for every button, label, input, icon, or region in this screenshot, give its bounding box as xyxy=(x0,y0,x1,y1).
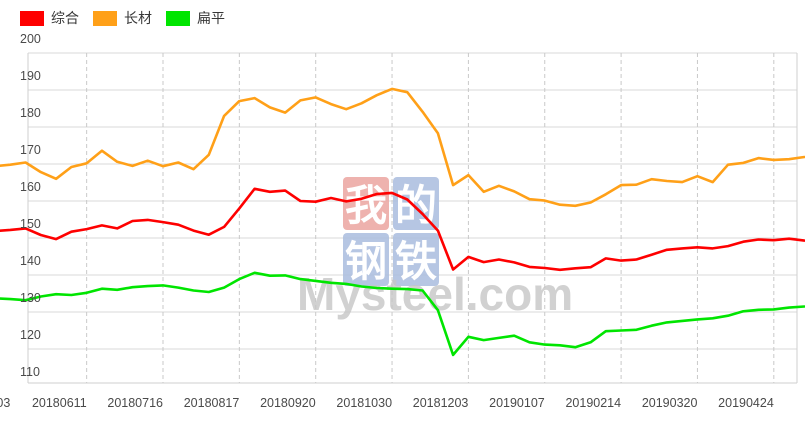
watermark-mysteel-text: Mysteel.com xyxy=(297,268,573,320)
chart-legend: 综合 长材 扁平 xyxy=(20,10,239,27)
series-line-long-products xyxy=(0,87,805,208)
x-axis-label: 20180503 xyxy=(0,396,10,410)
watermark-block xyxy=(343,233,389,286)
x-axis-label: 20180716 xyxy=(107,396,163,410)
x-axis-label: 20190214 xyxy=(565,396,621,410)
y-axis-label: 180 xyxy=(20,106,41,120)
legend-swatch-icon xyxy=(93,11,117,26)
x-axis-label: 20180611 xyxy=(32,396,87,410)
series-line-flat-products xyxy=(0,271,805,357)
y-axis-label: 130 xyxy=(20,291,41,305)
watermark-block xyxy=(393,177,439,230)
legend-swatch-icon xyxy=(20,11,44,26)
y-axis-label: 150 xyxy=(20,217,41,231)
watermark-block-char: 钢 xyxy=(345,237,387,286)
y-axis-label: 170 xyxy=(20,143,41,157)
y-axis-label: 110 xyxy=(20,365,40,379)
x-axis-label: 20180920 xyxy=(260,396,316,410)
x-axis-label: 20180817 xyxy=(184,396,240,410)
y-axis-label: 160 xyxy=(20,180,41,194)
legend-item-long-products[interactable]: 长材 xyxy=(93,10,152,27)
x-axis-label: 20181203 xyxy=(413,396,469,410)
x-axis-label: 20190320 xyxy=(642,396,698,410)
x-axis-label: 20190107 xyxy=(489,396,545,410)
legend-item-label: 长材 xyxy=(124,10,152,26)
legend-swatch-icon xyxy=(166,11,190,26)
legend-item-label: 扁平 xyxy=(197,10,225,26)
y-axis-label: 120 xyxy=(20,328,41,342)
y-axis-label: 140 xyxy=(20,254,41,268)
series-line-composite xyxy=(0,187,805,272)
x-axis-label: 20190424 xyxy=(718,396,774,410)
x-axis-label: 20181030 xyxy=(336,396,392,410)
watermark-block-char: 我 xyxy=(345,181,387,230)
y-axis-label: 190 xyxy=(20,69,41,83)
y-axis-label: 200 xyxy=(20,32,41,46)
legend-item-flat-products[interactable]: 扁平 xyxy=(166,10,225,27)
watermark-block xyxy=(393,233,439,286)
watermark-block-char: 铁 xyxy=(395,237,437,286)
legend-item-composite[interactable]: 综合 xyxy=(20,10,79,27)
watermark-block xyxy=(343,177,389,230)
legend-item-label: 综合 xyxy=(51,10,79,26)
